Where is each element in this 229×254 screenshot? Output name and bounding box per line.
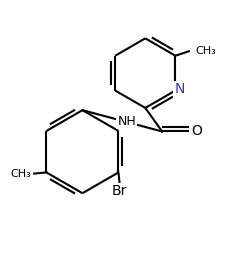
Text: CH₃: CH₃ [10,169,31,179]
Text: Br: Br [111,184,127,198]
Text: NH: NH [117,116,136,129]
Text: N: N [174,82,184,97]
Text: CH₃: CH₃ [194,45,215,56]
Text: O: O [191,124,202,138]
